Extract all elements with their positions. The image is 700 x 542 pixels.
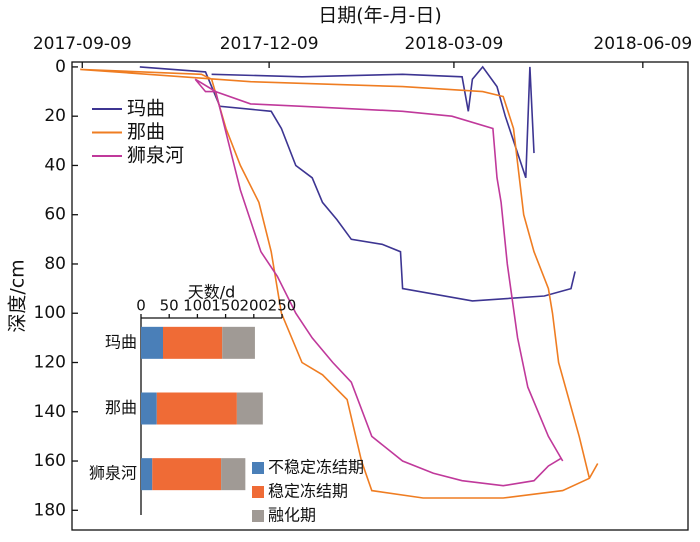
inset-axis-label: 天数/d	[188, 283, 236, 302]
inset-bar	[156, 392, 237, 425]
legend-swatch	[252, 462, 264, 474]
inset-bar	[162, 326, 223, 359]
legend-label: 不稳定冻结期	[268, 458, 364, 477]
inset-tick-label: 200	[239, 297, 268, 315]
inset-bar	[152, 458, 222, 491]
inset-category-label: 玛曲	[105, 332, 137, 351]
y-tick-label: 20	[44, 106, 66, 126]
legend-label: 稳定冻结期	[268, 482, 348, 501]
inset-bar	[236, 392, 263, 425]
x-tick-label: 2017-12-09	[220, 34, 319, 54]
y-tick-label: 60	[44, 205, 66, 225]
legend-label: 狮泉河	[127, 145, 184, 167]
x-tick-label: 2017-09-09	[33, 34, 132, 54]
inset-bar	[221, 458, 246, 491]
inset-tick-label: 100	[183, 297, 212, 315]
inset-tick-label: 150	[211, 297, 240, 315]
legend-label: 玛曲	[127, 98, 165, 120]
y-tick-label: 100	[34, 303, 66, 323]
y-tick-label: 0	[55, 57, 66, 77]
inset-category-label: 那曲	[105, 398, 137, 417]
inset-bar	[222, 326, 255, 359]
y-tick-label: 160	[34, 451, 66, 471]
y-tick-label: 40	[44, 155, 66, 175]
y-tick-label: 120	[34, 353, 66, 373]
inset-bar	[141, 392, 157, 425]
y-axis-label: 深度/cm	[7, 259, 29, 332]
inset-tick-label: 50	[160, 297, 179, 315]
x-tick-label: 2018-06-09	[593, 34, 692, 54]
legend-label: 融化期	[268, 506, 316, 525]
legend-swatch	[252, 510, 264, 522]
inset-bar	[141, 326, 163, 359]
plot-frame	[71, 61, 689, 531]
inset-tick-label: 250	[268, 297, 297, 315]
y-tick-label: 180	[34, 500, 66, 520]
inset-tick-label: 0	[136, 297, 146, 315]
inset-category-label: 狮泉河	[89, 464, 137, 483]
y-tick-label: 80	[44, 254, 66, 274]
y-tick-label: 140	[34, 402, 66, 422]
legend-swatch	[252, 486, 264, 498]
series-line	[194, 78, 564, 487]
chart-title: 日期(年-月-日)	[318, 5, 442, 27]
legend-label: 那曲	[127, 121, 165, 143]
series-line	[139, 65, 576, 302]
x-tick-label: 2018-03-09	[405, 34, 504, 54]
inset-bar	[141, 458, 153, 491]
